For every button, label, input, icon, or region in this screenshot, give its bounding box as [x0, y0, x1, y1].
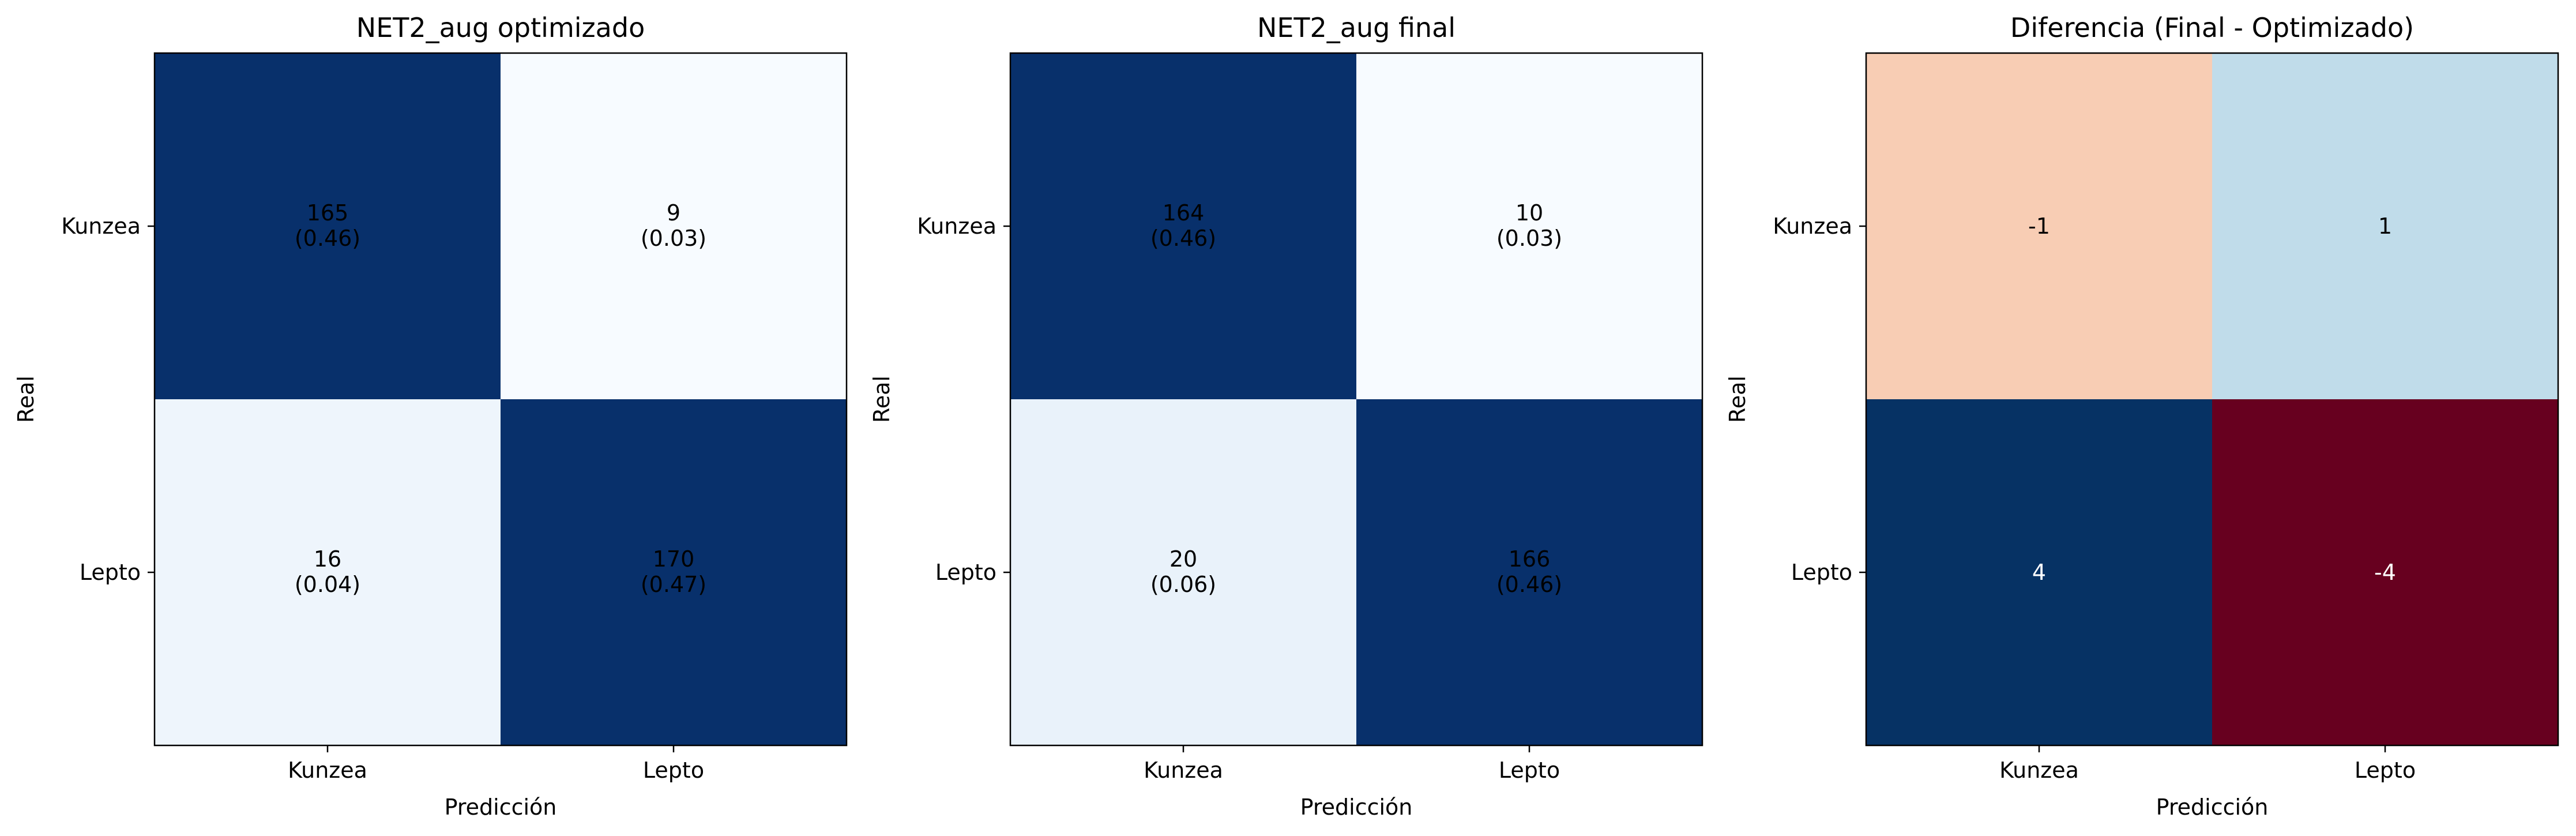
- x-axis-label: Predicción: [1300, 794, 1413, 820]
- y-tick-label: Kunzea: [917, 213, 996, 239]
- cell-proportion-label: (0.06): [1150, 572, 1216, 597]
- cell-value-label: 9: [667, 200, 680, 226]
- cell-proportion-label: (0.46): [295, 226, 360, 251]
- x-tick-label: Lepto: [2355, 758, 2416, 783]
- x-tick-label: Kunzea: [288, 758, 367, 783]
- cell-value-label: 166: [1509, 546, 1551, 572]
- y-tick-label: Lepto: [80, 560, 141, 585]
- cell-value-label: 10: [1515, 200, 1543, 226]
- plot-frame: [1865, 52, 2559, 747]
- heatmap-cell: [1010, 399, 1356, 745]
- heatmap-cell: [501, 53, 847, 399]
- chart-title: NET2_aug final: [1257, 12, 1456, 43]
- cell-proportion-label: (0.47): [641, 572, 706, 597]
- y-axis-label: Real: [1725, 376, 1750, 423]
- y-tick-label: Lepto: [935, 560, 996, 585]
- plot-frame: [153, 52, 848, 747]
- y-tick-label: Kunzea: [61, 213, 141, 239]
- x-tick-label: Kunzea: [1144, 758, 1223, 783]
- heatmap-cell: [501, 399, 847, 745]
- heatmap-cell: [155, 399, 501, 745]
- chart-title: Diferencia (Final - Optimizado): [2010, 12, 2414, 43]
- cell-value-label: 16: [314, 546, 341, 572]
- heatmap-cell: [1866, 399, 2212, 745]
- y-axis-label: Real: [869, 376, 894, 423]
- y-tick-label: Lepto: [1791, 560, 1852, 585]
- cell-value-label: -1: [2028, 213, 2050, 239]
- heatmap-cell: [155, 53, 501, 399]
- cell-proportion-label: (0.46): [1150, 226, 1216, 251]
- y-tick-label: Kunzea: [1773, 213, 1852, 239]
- cell-proportion-label: (0.03): [641, 226, 706, 251]
- y-axis-label: Real: [13, 376, 39, 423]
- heatmap-cell: [2212, 53, 2558, 399]
- cell-value-label: 20: [1169, 546, 1197, 572]
- heatmap-cell: [1356, 53, 1702, 399]
- cell-value-label: 170: [653, 546, 695, 572]
- cell-proportion-label: (0.03): [1496, 226, 1562, 251]
- cell-proportion-label: (0.46): [1496, 572, 1562, 597]
- plot-frame: [1009, 52, 1703, 747]
- heatmap-cell: [2212, 399, 2558, 745]
- heatmap-cell: [1866, 53, 2212, 399]
- x-tick-label: Lepto: [1499, 758, 1560, 783]
- cell-value-label: -4: [2374, 560, 2396, 585]
- cell-value-label: 4: [2032, 560, 2046, 585]
- x-tick-label: Lepto: [643, 758, 704, 783]
- x-axis-label: Predicción: [445, 794, 557, 820]
- chart-title: NET2_aug optimizado: [356, 12, 645, 43]
- x-axis-label: Predicción: [2156, 794, 2269, 820]
- x-tick-label: Kunzea: [1999, 758, 2079, 783]
- cell-proportion-label: (0.04): [295, 572, 360, 597]
- heatmap-cell: [1010, 53, 1356, 399]
- heatmap-cell: [1356, 399, 1702, 745]
- cell-value-label: 1: [2378, 213, 2392, 239]
- cell-value-label: 165: [307, 200, 349, 226]
- cell-value-label: 164: [1163, 200, 1205, 226]
